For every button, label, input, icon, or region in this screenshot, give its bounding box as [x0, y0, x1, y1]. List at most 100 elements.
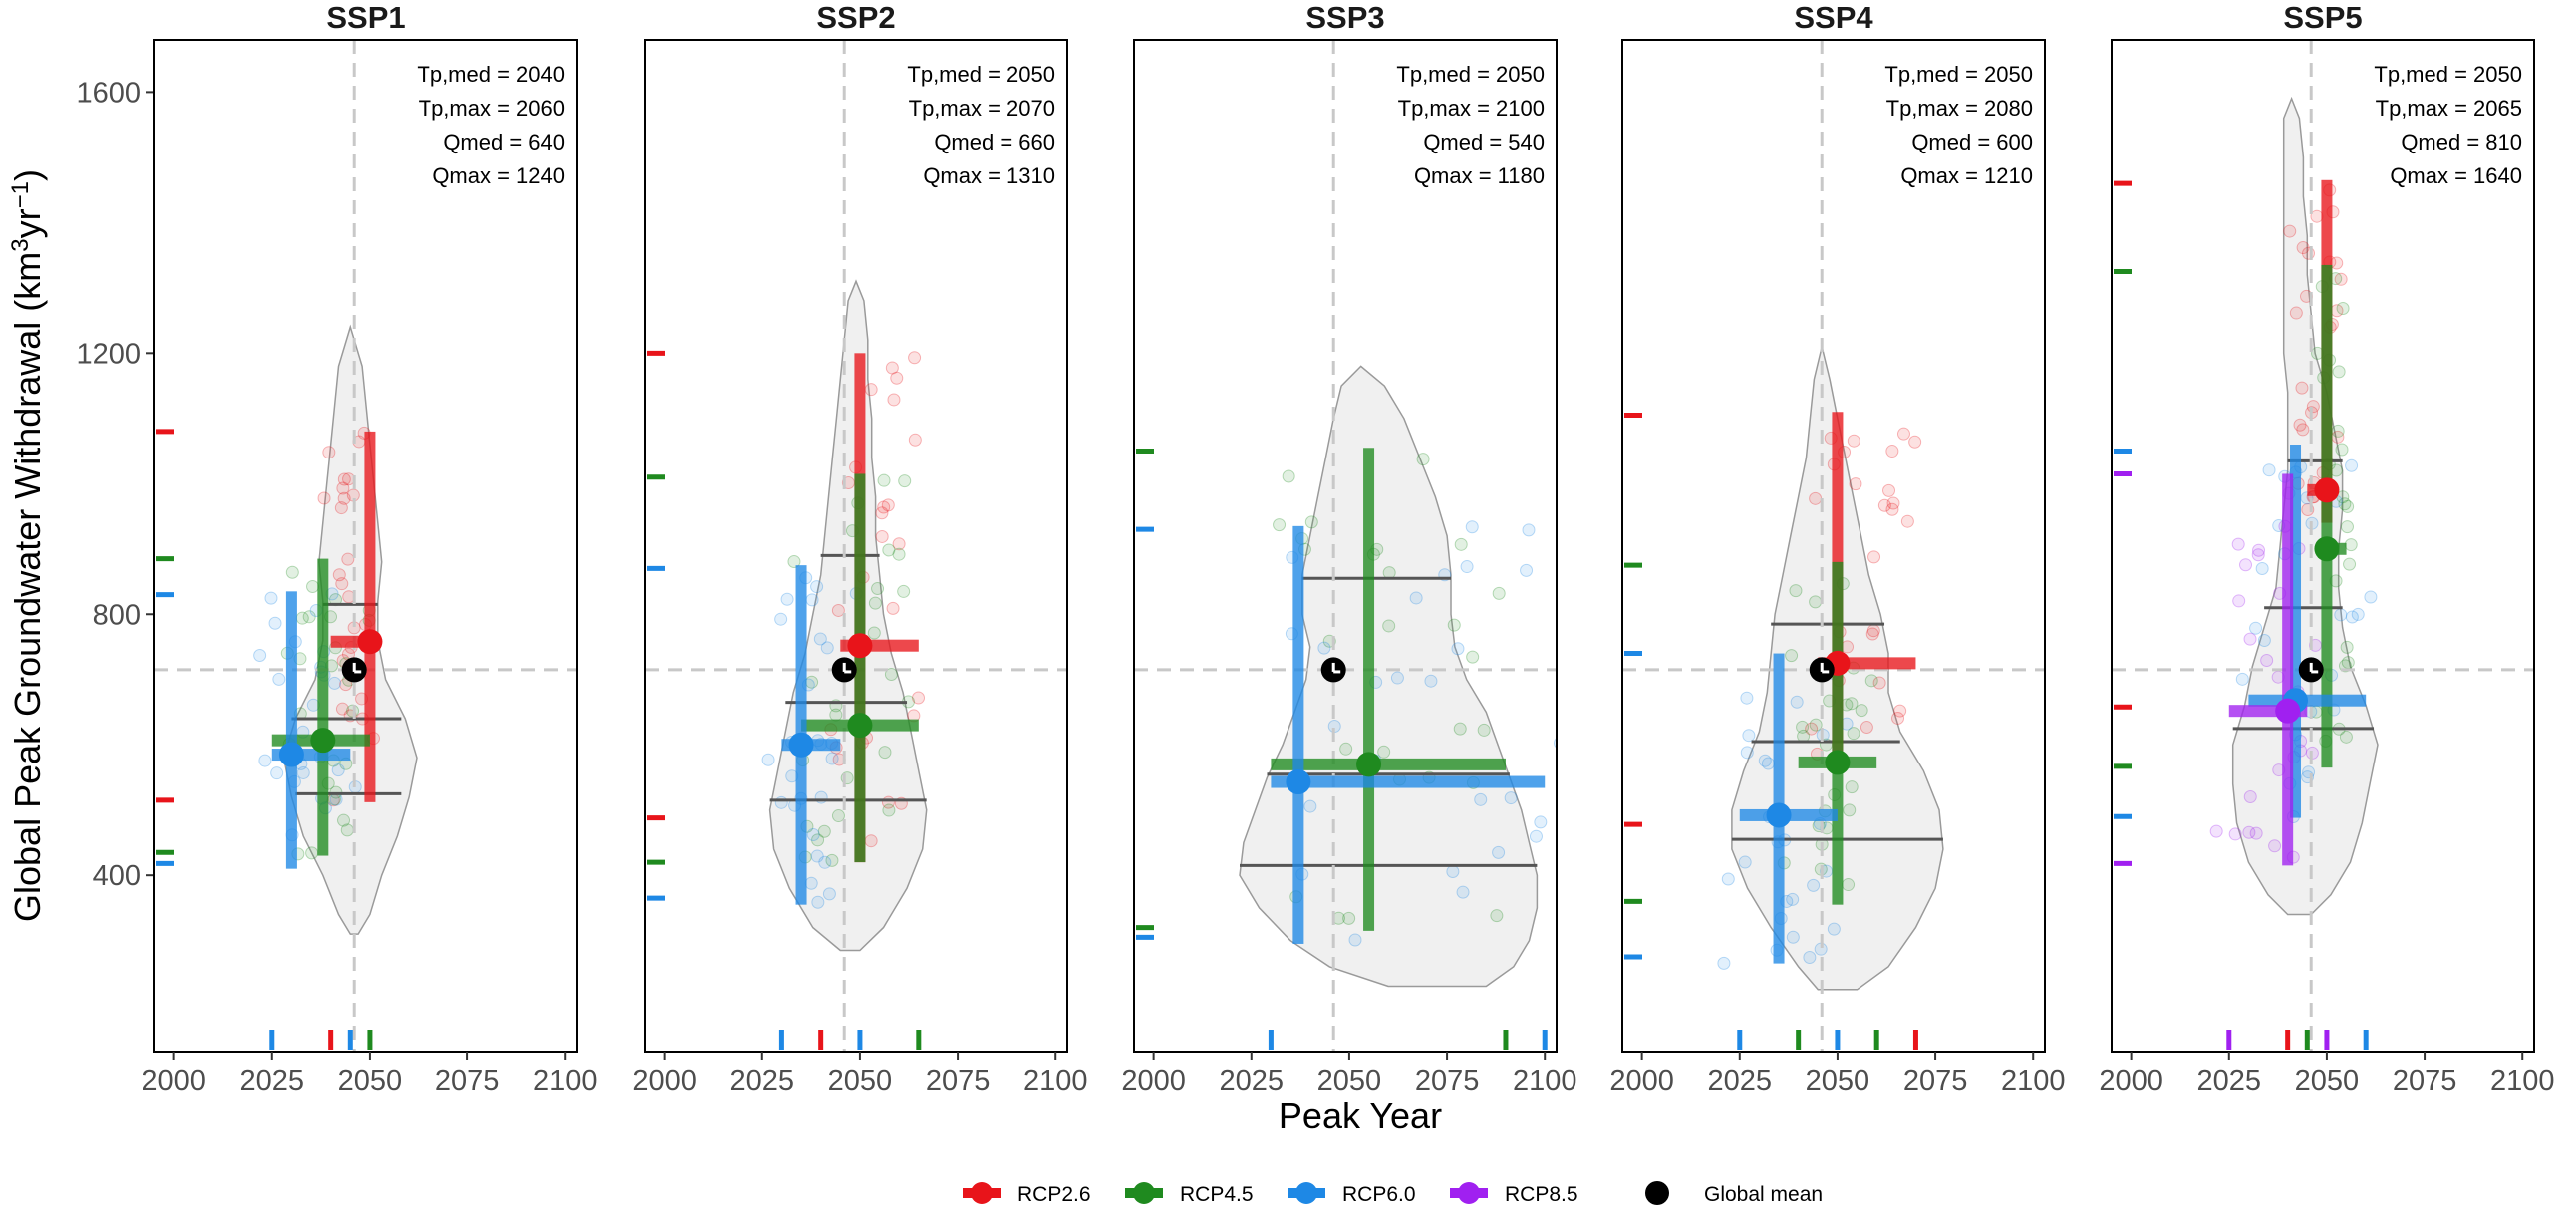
panel-border	[644, 39, 1068, 1053]
x-tick-label: 2000	[2099, 1066, 2163, 1097]
x-tick-label: 2025	[1220, 1066, 1285, 1097]
sample-point	[810, 580, 824, 594]
annotation-line: Qmed = 810	[2401, 130, 2522, 154]
x-tick-label: 2075	[435, 1066, 500, 1097]
x-tick-label: 2100	[2001, 1066, 2066, 1097]
sample-point	[272, 672, 286, 686]
sample-point	[2335, 443, 2349, 457]
sample-point	[871, 582, 885, 596]
x-tick-label: 2050	[828, 1066, 893, 1097]
sample-point	[1304, 515, 1318, 529]
median-point-rcp4.5	[1825, 750, 1851, 775]
sample-point	[2268, 839, 2282, 853]
annotation-line: Qmed = 640	[443, 130, 565, 154]
y-axis-title-part: Global Peak Groundwater Withdrawal (km	[7, 252, 48, 922]
sample-point	[2340, 520, 2354, 534]
sample-point	[881, 498, 895, 512]
sample-point	[335, 577, 349, 591]
sample-point	[1865, 627, 1879, 641]
sample-point	[885, 361, 899, 375]
annotation-line: Qmax = 1240	[432, 163, 565, 188]
sample-point	[305, 846, 319, 860]
sample-point	[1845, 697, 1859, 711]
sample-point	[1453, 722, 1467, 736]
sample-point	[1529, 829, 1543, 843]
sample-point	[898, 474, 912, 488]
x-tick-label: 2100	[1023, 1066, 1088, 1097]
sample-point	[1409, 591, 1423, 605]
sample-point	[336, 481, 350, 495]
sample-point	[2257, 634, 2271, 648]
sample-point	[1416, 453, 1430, 466]
violin-shape	[768, 279, 928, 952]
sample-point	[322, 446, 336, 459]
sample-point	[2231, 537, 2245, 551]
panel-ssp5: SSP5 Tp,med = 2050 Tp,max = 2065 Qmed = 810…	[2099, 0, 2554, 1097]
sample-point	[2364, 590, 2378, 604]
median-point-rcp6.0	[278, 742, 304, 767]
median-point-rcp6.0	[1286, 769, 1311, 795]
x-tick-label: 2025	[240, 1066, 305, 1097]
panel-border	[1621, 39, 2046, 1053]
legend-label: RCP6.0	[1342, 1183, 1416, 1206]
sample-point	[2296, 423, 2310, 437]
sample-point	[268, 616, 282, 630]
sample-point	[884, 668, 898, 682]
sample-point	[2341, 499, 2355, 513]
annotation-line: Qmed = 660	[934, 130, 1055, 154]
sample-point	[1827, 922, 1841, 936]
sample-point	[1348, 933, 1362, 947]
sample-point	[1339, 742, 1353, 756]
sample-point	[2338, 497, 2352, 511]
sample-point	[787, 555, 801, 569]
x-tick-label: 2050	[338, 1066, 403, 1097]
sample-point	[897, 584, 911, 598]
sample-point	[1382, 619, 1396, 633]
sample-point	[2262, 463, 2276, 477]
sample-point	[1534, 815, 1548, 829]
sample-point	[892, 537, 906, 551]
sample-point	[1885, 502, 1899, 516]
sample-point	[2228, 827, 2242, 841]
sample-point	[1520, 563, 1534, 577]
sample-point	[1303, 799, 1317, 813]
sample-point	[2251, 548, 2265, 562]
sample-point	[2235, 672, 2249, 686]
sample-point	[2296, 241, 2310, 255]
sample-point	[1885, 445, 1899, 458]
error-bar-vertical-rcp6.0	[285, 591, 297, 869]
y-axis-title-part: yr	[7, 208, 48, 238]
x-tick-label: 2100	[2490, 1066, 2555, 1097]
panel-title: SSP2	[816, 0, 895, 35]
median-point-rcp4.5	[1356, 752, 1382, 777]
sample-point	[868, 596, 882, 610]
sample-point	[1742, 729, 1756, 743]
sample-point	[1504, 791, 1518, 805]
legend-swatch-point	[1645, 1181, 1669, 1205]
x-tick-label: 2000	[632, 1066, 697, 1097]
legend-label: RCP8.5	[1505, 1183, 1578, 1206]
panel-title: SSP4	[1794, 0, 1873, 35]
sample-point	[1390, 671, 1404, 685]
sample-point	[1855, 704, 1868, 718]
sample-point	[2249, 826, 2263, 840]
legend-label: RCP2.6	[1017, 1183, 1091, 1206]
annotation-line: Tp,max = 2100	[1398, 96, 1545, 121]
sample-point	[811, 895, 825, 909]
sample-point	[2209, 824, 2223, 838]
median-point-rcp4.5	[2314, 536, 2340, 562]
sample-point	[804, 876, 818, 890]
sample-point	[2252, 543, 2266, 557]
sample-point	[2332, 365, 2346, 379]
sample-point	[806, 827, 820, 841]
sample-point	[1789, 584, 1803, 598]
sample-point	[829, 708, 843, 722]
sample-point	[2260, 654, 2274, 668]
y-tick-label: 1600	[76, 77, 141, 109]
sample-point	[818, 855, 832, 869]
error-bar-vertical-rcp6.0	[1292, 525, 1304, 944]
sample-point	[1896, 427, 1910, 441]
legend: RCP2.6 RCP4.5 RCP6.0 RCP8.5 Global mean	[963, 1181, 1823, 1206]
sample-point	[1317, 641, 1331, 655]
median-point-rcp2.6	[847, 633, 873, 659]
